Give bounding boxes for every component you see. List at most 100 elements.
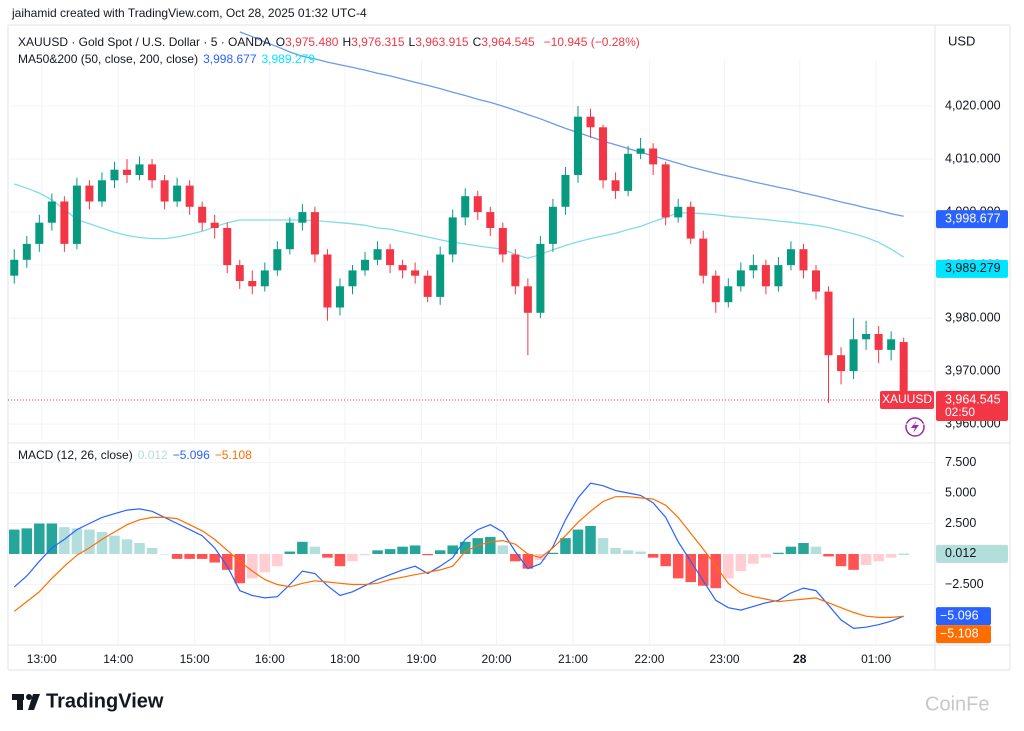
candle-body [674,206,683,218]
y-tick-label: 7.500 [945,455,976,469]
histogram-bar [585,525,596,554]
histogram-bar [209,553,220,563]
symbol-title: XAUUSD · Gold Spot / U.S. Dollar · 5 · O… [18,35,271,49]
histogram-bar [597,538,609,554]
candle-body [260,270,269,287]
candle-body [536,243,545,313]
candle-body [35,222,44,244]
candle-body [310,212,319,255]
candle-body [749,265,758,271]
candle-body [22,243,31,260]
countdown: 02:50 [945,405,975,419]
macd-label-box [936,625,991,644]
candle-body [185,185,194,207]
histogram-bar [885,553,897,558]
x-tick-label: 14:00 [103,652,133,666]
candle-body [160,180,169,202]
candle-body [97,180,106,202]
candle-body [486,212,495,228]
histogram-bar [9,529,20,554]
histogram-bar [109,535,120,554]
histogram-bar [359,553,371,556]
histogram-bar [334,553,346,567]
histogram-bar [21,528,33,554]
macd-legend: MACD (12, 26, close) 0.012 −5.096 −5.108 [18,448,252,462]
candle-body [448,217,457,255]
histogram-bar [622,550,634,554]
ohlc-label: O [275,35,286,49]
candle-body [724,286,733,303]
x-tick-label: 15:00 [180,652,210,666]
histogram-bar [322,553,333,558]
candle-body [811,270,821,292]
histogram-bar [422,553,433,556]
histogram-bar [785,546,797,554]
candle-body [786,249,795,266]
candle-body [498,227,507,255]
candle-body [110,169,119,181]
candle-body [335,286,344,308]
macd-line [13,496,904,618]
candle-body [10,259,19,276]
x-tick-label: 19:00 [406,652,436,666]
candle-body [586,116,595,128]
x-tick-label: 01:00 [861,652,891,666]
symbol-box [880,391,934,410]
currency: USD [948,33,975,48]
histogram-bar [547,552,559,554]
histogram-bar [672,553,684,579]
histogram-bar [397,546,408,554]
ma-value: 3,989.279 [261,52,315,66]
candle-body [122,169,132,175]
hist-label: 0.012 [945,546,976,560]
candle-body [85,185,94,202]
candle-body [461,196,470,218]
histogram-bar [84,529,95,554]
moving-average [239,31,904,217]
last-price-label: 3,964.545 [945,392,1001,406]
candle-body [824,291,833,356]
candle-body [135,164,144,175]
y-tick-label: 3,980.000 [945,310,1001,324]
candle-body [548,206,557,244]
candle-body [636,148,645,154]
x-tick-label: 16:00 [255,652,285,666]
histogram-bar [46,523,58,554]
histogram-bar [409,545,421,554]
histogram-bar [572,529,584,554]
candle-body [736,270,745,287]
candle-body [511,254,520,287]
histogram-bar [234,553,246,584]
ohlc-value: 3,963.915 [415,35,469,49]
histogram-bar [898,553,909,555]
histogram-bar [723,553,734,579]
histogram-bar [510,553,521,562]
histogram-bar [447,545,458,554]
logo-part [26,694,32,700]
y-tick-label: 4,020.000 [945,98,1001,112]
histogram-bar [485,536,496,554]
candle-body [273,249,282,271]
histogram-bar [522,553,534,569]
x-tick-label: 21:00 [558,652,588,666]
change: −10.945 (−0.28%) [543,35,640,49]
hist-value: 0.012 [137,448,168,462]
candle-body [887,339,896,350]
countdown-icon [905,417,925,437]
histogram-bar [347,553,358,562]
candle-body [624,153,633,191]
macd-line [13,482,904,630]
histogram-bar [497,545,509,554]
ohlc-label: C [472,35,482,49]
ohlc-label: L [408,35,416,49]
logo-part [17,694,23,710]
histogram-bar [610,547,621,554]
candle-body [285,222,294,250]
candle-body [661,164,670,218]
candle-body [561,174,570,207]
y-tick-label: 2.500 [945,516,976,530]
histogram-bar [71,528,83,554]
x-tick-label: 28 [793,652,807,666]
macd-label-box [936,607,991,626]
